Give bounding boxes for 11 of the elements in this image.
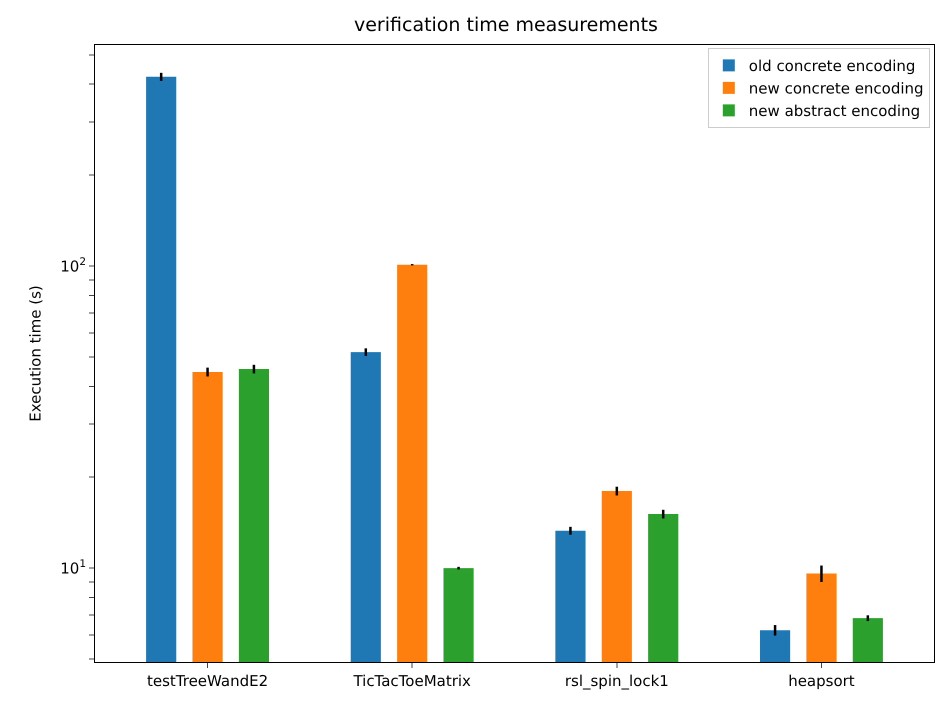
- y-tick-label: 10$^{2}$: [60, 256, 86, 276]
- y-tick-label: 10$^{1}$: [60, 558, 86, 578]
- legend-label: new concrete encoding: [748, 80, 924, 98]
- x-tick-label: heapsort: [788, 672, 855, 690]
- x-tick-label: testTreeWandE2: [146, 672, 268, 690]
- chart-title: verification time measurements: [354, 14, 658, 36]
- x-tick-label: rsl_spin_lock1: [564, 672, 669, 690]
- legend-label: old concrete encoding: [748, 57, 916, 76]
- x-tick-label: TicTacToeMatrix: [352, 672, 472, 690]
- y-axis-title: Execution time (s): [26, 285, 44, 422]
- legend-label: new abstract encoding: [748, 102, 920, 120]
